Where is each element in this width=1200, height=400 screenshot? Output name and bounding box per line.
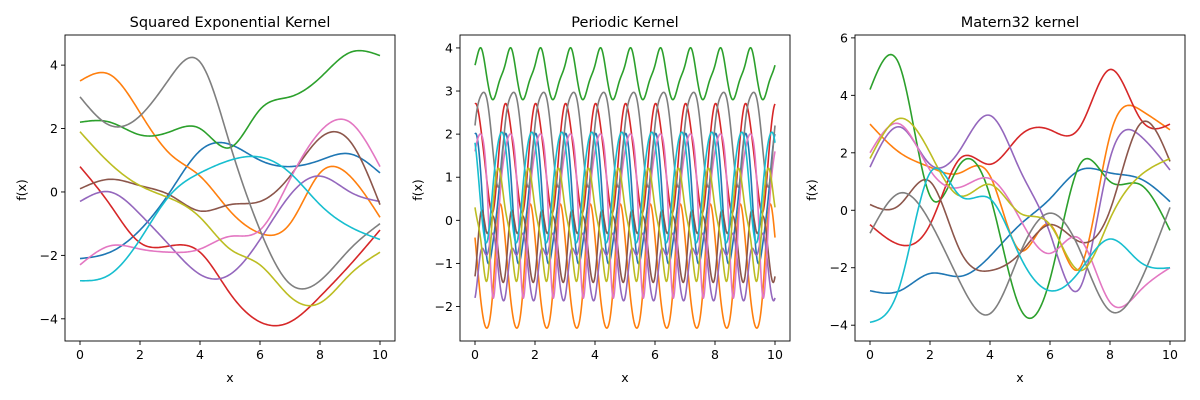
chart-3-ytick-label: −4 bbox=[830, 318, 848, 333]
chart-1-xtick-label: 6 bbox=[256, 347, 264, 362]
chart-1-xtick-label: 2 bbox=[136, 347, 144, 362]
chart-3-xtick-label: 6 bbox=[1046, 347, 1054, 362]
chart-1-series-line-2 bbox=[79, 71, 381, 237]
chart-2-series-line-2 bbox=[474, 203, 776, 329]
chart-2-series-line-10 bbox=[474, 131, 776, 244]
chart-1-ytick-label: 0 bbox=[50, 184, 58, 199]
chart-1-series-line-3 bbox=[79, 49, 381, 149]
chart-1-series-line-4 bbox=[79, 166, 381, 327]
chart-3-frame bbox=[854, 34, 1186, 342]
chart-2-xlabel: x bbox=[621, 370, 628, 385]
chart-1-xtick-label: 10 bbox=[372, 347, 388, 362]
chart-1-series-line-10 bbox=[79, 155, 381, 282]
chart-squared-exponential: Squared Exponential Kernel x f(x) 0 2 4 6 8 1… bbox=[14, 15, 396, 385]
chart-3-series-line-3 bbox=[869, 53, 1171, 320]
chart-2-ytick-label: 0 bbox=[445, 213, 453, 228]
chart-1-series-line-8 bbox=[79, 56, 381, 290]
chart-2-title: Periodic Kernel bbox=[571, 15, 678, 31]
chart-1-xlabel: x bbox=[226, 370, 233, 385]
chart-3-ytick-label: 0 bbox=[840, 203, 848, 218]
chart-2-xtick-label: 0 bbox=[471, 347, 479, 362]
chart-1-ytick-label: 2 bbox=[50, 121, 58, 136]
chart-2-series-line-6 bbox=[474, 209, 776, 284]
chart-2-series-group bbox=[474, 46, 776, 329]
chart-3-series-line-8 bbox=[869, 191, 1171, 316]
chart-2-ytick-label: 2 bbox=[445, 127, 453, 142]
chart-3-series-line-4 bbox=[869, 68, 1171, 247]
chart-3-xlabel: x bbox=[1016, 370, 1023, 385]
chart-matern32: Matern32 kernel x f(x) 0 2 4 6 8 10 −4 −2 0 2 4 6 bbox=[804, 15, 1186, 385]
chart-periodic: Periodic Kernel x f(x) 0 2 4 6 8 10 −2 −1 0 1 2 3 4 bbox=[410, 15, 791, 385]
chart-2-ytick-label: 1 bbox=[445, 170, 453, 185]
chart-1-series-line-7 bbox=[79, 118, 381, 266]
chart-1-series-group bbox=[79, 49, 381, 327]
chart-2-ytick-label: 3 bbox=[445, 84, 453, 99]
chart-1-xtick-label: 4 bbox=[196, 347, 204, 362]
chart-2-ytick-label: −1 bbox=[435, 256, 453, 271]
chart-1-ylabel: f(x) bbox=[14, 179, 29, 201]
chart-3-xtick-label: 2 bbox=[926, 347, 934, 362]
chart-2-xtick-label: 10 bbox=[767, 347, 783, 362]
chart-1-ytick-label: 4 bbox=[50, 58, 58, 73]
chart-1-title: Squared Exponential Kernel bbox=[130, 15, 331, 31]
chart-3-ytick-label: −2 bbox=[830, 260, 848, 275]
chart-2-xtick-label: 2 bbox=[531, 347, 539, 362]
chart-1-xtick-label: 8 bbox=[316, 347, 324, 362]
chart-1-ytick-label: −4 bbox=[40, 311, 58, 326]
chart-2-ylabel: f(x) bbox=[410, 179, 425, 201]
chart-1-ytick-label: −2 bbox=[40, 248, 58, 263]
chart-2-xtick-label: 6 bbox=[651, 347, 659, 362]
chart-3-plot-area: 0 2 4 6 8 10 −4 −2 0 2 4 6 bbox=[830, 30, 1186, 362]
chart-2-series-line-7 bbox=[474, 133, 776, 299]
chart-3-ylabel: f(x) bbox=[804, 179, 819, 201]
chart-1-series-line-9 bbox=[79, 131, 381, 307]
chart-3-series-line-10 bbox=[869, 167, 1171, 324]
chart-3-title: Matern32 kernel bbox=[961, 15, 1080, 31]
chart-2-plot-area: 0 2 4 6 8 10 −2 −1 0 1 2 3 4 bbox=[435, 34, 791, 362]
chart-2-ytick-label: −2 bbox=[435, 299, 453, 314]
chart-3-series-line-9 bbox=[869, 117, 1171, 272]
chart-1-xtick-label: 0 bbox=[76, 347, 84, 362]
chart-3-series-line-2 bbox=[869, 104, 1171, 272]
chart-3-xtick-label: 8 bbox=[1106, 347, 1114, 362]
chart-1-series-line-6 bbox=[79, 130, 381, 213]
chart-3-series-line-7 bbox=[869, 122, 1171, 309]
chart-1-series-line-5 bbox=[79, 175, 381, 280]
chart-3-xtick-label: 4 bbox=[986, 347, 994, 362]
chart-2-series-line-3 bbox=[474, 46, 776, 101]
chart-2-ytick-label: 4 bbox=[445, 40, 453, 55]
chart-3-ytick-label: 4 bbox=[840, 88, 848, 103]
chart-3-ytick-label: 6 bbox=[840, 30, 848, 45]
chart-3-xtick-label: 0 bbox=[866, 347, 874, 362]
chart-2-series-line-9 bbox=[474, 167, 776, 283]
chart-2-xtick-label: 4 bbox=[591, 347, 599, 362]
chart-2-series-line-5 bbox=[474, 232, 776, 302]
chart-1-frame bbox=[64, 34, 396, 342]
chart-2-frame bbox=[459, 34, 791, 342]
chart-3-ytick-label: 2 bbox=[840, 145, 848, 160]
chart-1-plot-area: 0 2 4 6 8 10 −4 −2 0 2 4 bbox=[40, 34, 396, 362]
chart-2-xtick-label: 8 bbox=[711, 347, 719, 362]
chart-3-xtick-label: 10 bbox=[1162, 347, 1178, 362]
chart-3-series-group bbox=[869, 53, 1171, 324]
chart-3-series-line-1 bbox=[869, 167, 1171, 294]
